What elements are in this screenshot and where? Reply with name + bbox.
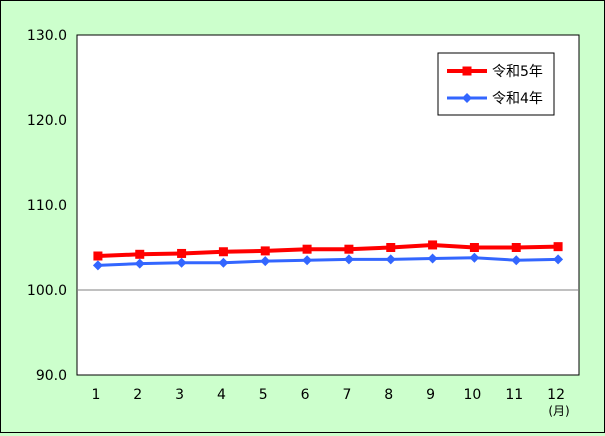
x-tick-label: 1 xyxy=(91,387,100,403)
data-point-diamond xyxy=(469,252,480,263)
data-point-diamond xyxy=(511,255,522,266)
data-point-square xyxy=(177,248,187,258)
series-line xyxy=(97,256,559,267)
data-point-diamond xyxy=(92,260,103,271)
y-tick-label: 130.0 xyxy=(27,28,67,44)
data-point-square xyxy=(93,251,103,261)
data-point-diamond xyxy=(176,257,187,268)
legend-box xyxy=(437,52,555,116)
x-tick-label: 10 xyxy=(464,387,482,403)
data-point-diamond xyxy=(134,258,145,269)
x-tick-label: 7 xyxy=(342,387,351,403)
x-tick-label: 2 xyxy=(133,387,142,403)
y-tick-label: 120.0 xyxy=(27,113,67,129)
x-tick-label: 12 xyxy=(547,387,565,403)
x-unit-label: (月) xyxy=(548,404,569,418)
data-point-square xyxy=(135,249,145,259)
data-point-diamond xyxy=(302,255,313,266)
data-point-square xyxy=(386,243,396,252)
data-point-diamond xyxy=(385,254,396,265)
data-point-square xyxy=(260,246,270,256)
legend-label: 令和5年 xyxy=(492,64,543,80)
x-tick-label: 9 xyxy=(426,387,435,403)
x-tick-label: 8 xyxy=(384,387,393,403)
data-point-square xyxy=(302,244,312,254)
legend-label: 令和4年 xyxy=(492,91,543,107)
data-point-square xyxy=(344,244,354,254)
data-point-diamond xyxy=(343,254,354,265)
legend-marker-square xyxy=(462,66,472,76)
data-point-square xyxy=(511,243,521,252)
series-令和4年 xyxy=(92,252,564,271)
data-point-diamond xyxy=(218,257,229,268)
x-tick-label: 11 xyxy=(505,387,523,403)
data-point-square xyxy=(553,242,563,252)
x-tick-label: 4 xyxy=(217,387,226,403)
legend-marker-diamond xyxy=(462,93,472,103)
series-line xyxy=(97,242,559,258)
series-令和5年 xyxy=(93,240,563,261)
data-point-square xyxy=(469,243,479,252)
data-point-diamond xyxy=(260,256,271,267)
y-tick-label: 100.0 xyxy=(27,283,67,299)
x-tick-label: 5 xyxy=(259,387,268,403)
data-point-diamond xyxy=(553,254,564,265)
y-tick-label: 110.0 xyxy=(27,198,67,214)
data-point-square xyxy=(428,240,438,250)
y-tick-label: 90.0 xyxy=(36,368,67,384)
x-tick-label: 3 xyxy=(175,387,184,403)
data-point-square xyxy=(218,247,228,257)
x-tick-label: 6 xyxy=(301,387,310,403)
